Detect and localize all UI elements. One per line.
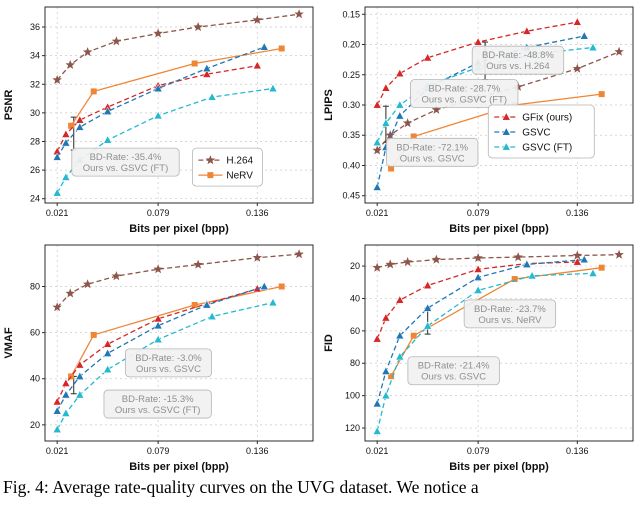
svg-text:Ours vs. GSVC: Ours vs. GSVC — [400, 153, 465, 164]
svg-text:BD-Rate: -21.4%: BD-Rate: -21.4% — [418, 361, 490, 372]
figure-caption: Fig. 4: Average rate-quality curves on t… — [3, 477, 479, 497]
svg-text:0.45: 0.45 — [342, 191, 360, 201]
svg-text:BD-Rate: -48.8%: BD-Rate: -48.8% — [482, 50, 554, 61]
svg-text:VMAF: VMAF — [3, 327, 15, 358]
svg-text:120: 120 — [345, 423, 360, 433]
svg-text:20: 20 — [350, 261, 360, 271]
svg-text:0.136: 0.136 — [246, 208, 269, 218]
svg-text:0.20: 0.20 — [342, 40, 360, 50]
svg-text:0.079: 0.079 — [147, 208, 170, 218]
svg-text:0.136: 0.136 — [566, 208, 589, 218]
svg-text:Bits per pixel (bpp): Bits per pixel (bpp) — [449, 461, 549, 473]
svg-text:Bits per pixel (bpp): Bits per pixel (bpp) — [129, 223, 229, 235]
chart-grid: 0.021 0.079 0.136 24 26 28 30 32 34 36 BD-Rate: -3… — [0, 0, 640, 476]
svg-text:0.15: 0.15 — [342, 9, 360, 19]
svg-text:34: 34 — [30, 51, 40, 61]
svg-text:BD-Rate: -72.1%: BD-Rate: -72.1% — [396, 142, 468, 153]
svg-text:Ours vs. GSVC: Ours vs. GSVC — [421, 372, 486, 383]
svg-text:0.136: 0.136 — [246, 446, 269, 456]
svg-text:80: 80 — [350, 358, 360, 368]
svg-text:Ours vs. NeRV: Ours vs. NeRV — [478, 315, 542, 326]
chart-lpips: 0.021 0.079 0.136 0.15 0.20 0.25 0.30 0.35 0.40 0… — [320, 0, 640, 238]
svg-text:0.136: 0.136 — [566, 446, 589, 456]
svg-text:H.264: H.264 — [226, 156, 253, 167]
svg-text:BD-Rate: -3.0%: BD-Rate: -3.0% — [135, 353, 202, 364]
svg-text:NeRV: NeRV — [226, 171, 253, 182]
svg-text:PSNR: PSNR — [3, 90, 15, 121]
svg-text:28: 28 — [30, 136, 40, 146]
svg-text:Ours vs. H.264: Ours vs. H.264 — [486, 61, 549, 72]
svg-text:36: 36 — [30, 22, 40, 32]
svg-text:Bits per pixel (bpp): Bits per pixel (bpp) — [129, 461, 229, 473]
svg-text:Bits per pixel (bpp): Bits per pixel (bpp) — [449, 223, 549, 235]
svg-text:40: 40 — [350, 293, 360, 303]
svg-text:30: 30 — [30, 108, 40, 118]
chart-psnr: 0.021 0.079 0.136 24 26 28 30 32 34 36 BD-Rate: -3… — [0, 0, 320, 238]
svg-text:60: 60 — [30, 328, 40, 338]
svg-text:100: 100 — [345, 391, 360, 401]
svg-text:0.30: 0.30 — [342, 100, 360, 110]
svg-text:0.021: 0.021 — [46, 446, 69, 456]
svg-text:Ours vs. GSVC: Ours vs. GSVC — [136, 364, 201, 375]
svg-text:Ours vs. GSVC (FT): Ours vs. GSVC (FT) — [422, 95, 508, 106]
svg-text:60: 60 — [350, 326, 360, 336]
svg-text:0.021: 0.021 — [46, 208, 69, 218]
chart-fid: 0.021 0.079 0.136 20 40 60 80 100 120 BD-Rate: -2… — [320, 238, 640, 476]
svg-text:80: 80 — [30, 282, 40, 292]
svg-text:0.079: 0.079 — [467, 446, 490, 456]
svg-text:26: 26 — [30, 165, 40, 175]
svg-text:20: 20 — [30, 420, 40, 430]
svg-text:0.079: 0.079 — [147, 446, 170, 456]
chart-vmaf: 0.021 0.079 0.136 20 40 60 80 BD-Rate: -3.0% Our… — [0, 238, 320, 476]
svg-text:0.25: 0.25 — [342, 70, 360, 80]
svg-text:GFix (ours): GFix (ours) — [522, 113, 572, 124]
svg-text:32: 32 — [30, 79, 40, 89]
svg-text:0.35: 0.35 — [342, 130, 360, 140]
svg-text:Ours vs. GSVC (FT): Ours vs. GSVC (FT) — [115, 405, 201, 416]
svg-text:GSVC (FT): GSVC (FT) — [522, 143, 572, 154]
svg-text:0.021: 0.021 — [366, 446, 389, 456]
svg-text:40: 40 — [30, 374, 40, 384]
svg-text:0.079: 0.079 — [467, 208, 490, 218]
svg-text:GSVC: GSVC — [522, 128, 550, 139]
svg-text:0.021: 0.021 — [366, 208, 389, 218]
svg-text:LPIPS: LPIPS — [323, 89, 335, 121]
svg-text:BD-Rate: -15.3%: BD-Rate: -15.3% — [122, 394, 194, 405]
svg-text:BD-Rate: -28.7%: BD-Rate: -28.7% — [428, 84, 500, 95]
svg-text:FID: FID — [323, 334, 335, 352]
svg-text:BD-Rate: -23.7%: BD-Rate: -23.7% — [474, 304, 546, 315]
svg-text:Ours vs. GSVC (FT): Ours vs. GSVC (FT) — [83, 163, 169, 174]
svg-text:BD-Rate: -35.4%: BD-Rate: -35.4% — [90, 152, 162, 163]
svg-text:24: 24 — [30, 194, 40, 204]
svg-text:0.40: 0.40 — [342, 160, 360, 170]
